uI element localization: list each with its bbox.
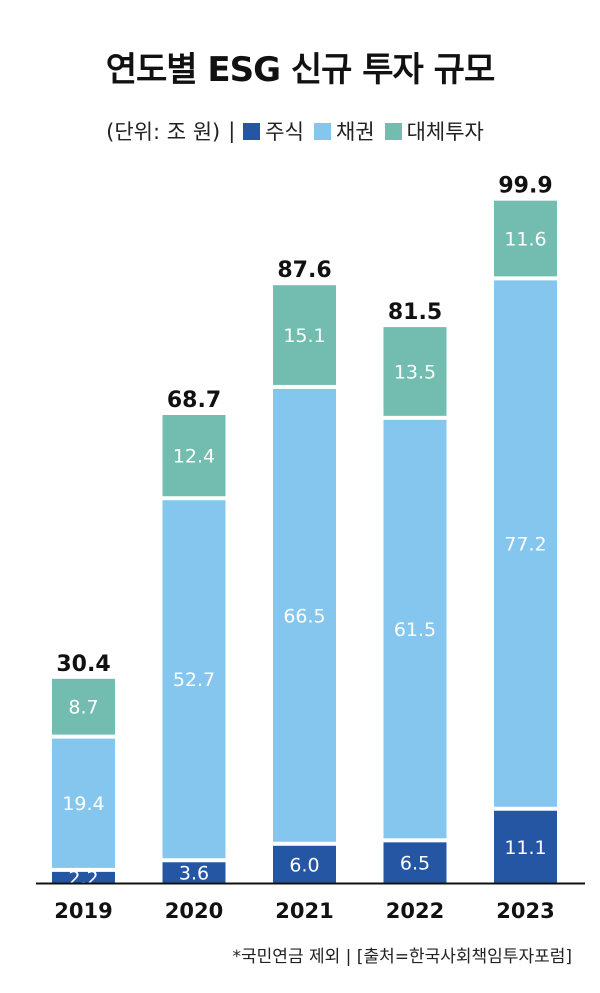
bar-bonds-2022	[383, 419, 447, 839]
bar-alternatives-2022	[383, 327, 447, 416]
bar-alternatives-2020	[162, 415, 226, 497]
bar-stocks-2019	[52, 871, 115, 883]
bar-alternatives-2019	[52, 678, 115, 735]
legend-separator: |	[228, 119, 236, 143]
legend-swatch-alternatives	[384, 122, 402, 140]
value-label-bonds-2019: 19.4	[62, 793, 104, 815]
total-label-2023: 99.9	[498, 174, 552, 199]
total-label-2021: 87.6	[277, 258, 331, 283]
x-tick-label-2022: 2022	[386, 899, 444, 923]
legend-label-alternatives: 대체투자	[406, 120, 484, 144]
x-tick-label-2023: 2023	[496, 899, 554, 923]
bar-bonds-2023	[494, 280, 557, 807]
value-label-alternatives-2022: 13.5	[394, 361, 436, 383]
value-label-alternatives-2023: 11.6	[504, 229, 546, 251]
value-label-bonds-2023: 77.2	[504, 534, 546, 556]
unit-label: (단위: 조 원)	[106, 120, 221, 144]
value-label-stocks-2021: 6.0	[289, 854, 319, 876]
bar-stocks-2023	[494, 810, 557, 883]
value-label-bonds-2022: 61.5	[394, 619, 436, 641]
bar-stocks-2021	[273, 845, 336, 883]
legend: (단위: 조 원) | 주식 채권 대체투자	[0, 116, 600, 146]
legend-label-stocks: 주식	[265, 120, 304, 144]
legend-label-bonds: 채권	[335, 120, 375, 144]
value-label-stocks-2019: 2.2	[68, 867, 98, 889]
value-label-stocks-2022: 6.5	[400, 853, 430, 875]
x-tick-label-2019: 2019	[54, 899, 112, 923]
value-label-bonds-2020: 52.7	[173, 669, 215, 691]
value-label-alternatives-2020: 12.4	[173, 446, 215, 468]
legend-swatch-stocks	[243, 122, 261, 140]
source-note: *국민연금 제외 | [출처=한국사회책임투자포럼]	[232, 947, 572, 967]
legend-item-bonds: 채권	[313, 116, 375, 146]
value-label-alternatives-2021: 15.1	[283, 325, 325, 347]
value-label-alternatives-2019: 8.7	[68, 697, 98, 719]
x-tick-label-2021: 2021	[275, 899, 333, 923]
legend-item-stocks: 주식	[243, 116, 304, 146]
value-label-bonds-2021: 66.5	[283, 605, 325, 627]
total-label-2019: 30.4	[56, 652, 110, 677]
legend-item-alternatives: 대체투자	[384, 116, 484, 146]
chart-title: 연도별 ESG 신규 투자 규모	[105, 50, 496, 90]
bar-alternatives-2021	[273, 285, 336, 385]
bar-bonds-2019	[52, 738, 115, 868]
value-label-stocks-2020: 3.6	[179, 863, 209, 885]
total-label-2022: 81.5	[388, 300, 442, 325]
bar-bonds-2020	[162, 500, 226, 859]
bar-stocks-2022	[383, 842, 447, 883]
bar-bonds-2021	[273, 388, 336, 842]
x-tick-label-2020: 2020	[165, 899, 223, 923]
bar-stocks-2020	[162, 862, 226, 883]
value-label-stocks-2023: 11.1	[504, 837, 546, 859]
total-label-2020: 68.7	[167, 388, 221, 413]
legend-swatch-bonds	[313, 122, 331, 140]
bar-alternatives-2023	[494, 200, 557, 277]
